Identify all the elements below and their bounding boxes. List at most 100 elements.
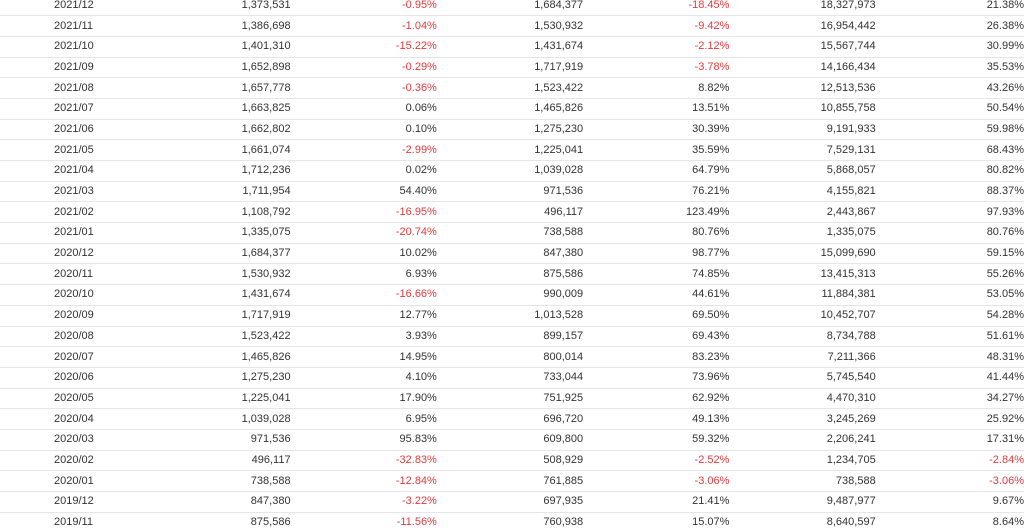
value-cell: 1,652,898 — [130, 57, 291, 79]
yoy-change-cell: 44.61% — [583, 284, 730, 306]
value-cell: 738,588 — [130, 470, 291, 492]
month-cell: 2021/01 — [0, 222, 131, 244]
yoy-change-cell: 13.51% — [583, 98, 730, 120]
value-cell: 1,662,802 — [130, 119, 291, 141]
cumulative-cell: 7,529,131 — [729, 139, 876, 161]
table-row: 2019/11 875,586 -11.56% 760,938 15.07% 8,640,… — [0, 512, 1024, 531]
table-row: 2021/09 1,652,898 -0.29% 1,717,919 -3.78% 14,… — [0, 57, 1024, 79]
value-cell: 496,117 — [130, 450, 291, 472]
cumulative-change-cell: 88.37% — [875, 181, 1024, 203]
cumulative-cell: 7,211,366 — [729, 346, 876, 368]
yoy-change-cell: 74.85% — [583, 263, 730, 286]
cumulative-change-cell: 54.28% — [875, 305, 1024, 327]
cumulative-change-cell: 35.53% — [875, 57, 1024, 79]
cumulative-change-cell: -3.06% — [875, 470, 1024, 492]
yoy-change-cell: 35.59% — [583, 139, 730, 161]
month-cell: 2021/06 — [0, 119, 131, 141]
month-cell: 2020/08 — [0, 326, 131, 348]
month-cell: 2021/05 — [0, 139, 131, 161]
cumulative-cell: 8,734,788 — [729, 326, 876, 348]
table-row: 2021/06 1,662,802 0.10% 1,275,230 30.39% 9,19… — [0, 119, 1024, 141]
cumulative-cell: 4,470,310 — [729, 388, 876, 410]
value-cell: 1,039,028 — [130, 408, 291, 430]
table-row: 2020/04 1,039,028 6.95% 696,720 49.13% 3,245,… — [0, 408, 1024, 430]
yoy-change-cell: 83.23% — [583, 346, 730, 368]
value-cell: 1,717,919 — [130, 305, 291, 327]
mom-change-cell: 10.02% — [290, 243, 437, 265]
prior-year-value-cell: 875,586 — [436, 263, 584, 286]
month-cell: 2020/04 — [0, 408, 131, 430]
mom-change-cell: -16.66% — [290, 284, 437, 306]
value-cell: 1,530,932 — [130, 263, 291, 286]
yoy-change-cell: 80.76% — [583, 222, 730, 244]
value-cell: 1,661,074 — [130, 139, 291, 161]
mom-change-cell: -0.29% — [290, 57, 437, 79]
table-row: 2020/03 971,536 95.83% 609,800 59.32% 2,206,2… — [0, 429, 1024, 451]
cumulative-cell: 5,745,540 — [729, 367, 876, 389]
mom-change-cell: -20.74% — [290, 222, 437, 244]
value-cell: 1,684,377 — [130, 243, 291, 265]
value-cell: 1,663,825 — [130, 98, 291, 120]
month-cell: 2020/03 — [0, 429, 131, 451]
prior-year-value-cell: 1,717,919 — [436, 57, 584, 79]
mom-change-cell: -32.83% — [290, 450, 437, 472]
prior-year-value-cell: 761,885 — [436, 470, 584, 492]
mom-change-cell: -3.22% — [290, 491, 437, 513]
cumulative-change-cell: 8.64% — [875, 512, 1024, 531]
mom-change-cell: 12.77% — [290, 305, 437, 327]
month-cell: 2021/10 — [0, 36, 131, 58]
cumulative-cell: 16,954,442 — [729, 15, 876, 37]
cumulative-change-cell: 34.27% — [875, 388, 1024, 410]
cumulative-cell: 9,487,977 — [729, 491, 876, 513]
table-row: 2021/12 1,373,531 -0.95% 1,684,377 -18.45% 18… — [0, 0, 1024, 17]
prior-year-value-cell: 733,044 — [436, 367, 584, 389]
mom-change-cell: -0.95% — [290, 0, 437, 17]
yoy-change-cell: 30.39% — [583, 119, 730, 141]
value-cell: 847,380 — [130, 491, 291, 513]
month-cell: 2020/07 — [0, 346, 131, 368]
yoy-change-cell: 73.96% — [583, 367, 730, 389]
month-cell: 2021/07 — [0, 98, 131, 120]
cumulative-cell: 13,415,313 — [729, 263, 876, 286]
table-row: 2020/01 738,588 -12.84% 761,885 -3.06% 738,58… — [0, 470, 1024, 492]
mom-change-cell: 3.93% — [290, 326, 437, 348]
prior-year-value-cell: 609,800 — [436, 429, 584, 451]
month-cell: 2021/11 — [0, 15, 131, 37]
cumulative-cell: 18,327,973 — [729, 0, 876, 17]
value-cell: 1,711,954 — [130, 181, 291, 203]
cumulative-change-cell: 55.26% — [875, 263, 1024, 286]
cumulative-cell: 2,206,241 — [729, 429, 876, 451]
cumulative-cell: 5,868,057 — [729, 160, 876, 182]
table-row: 2021/07 1,663,825 0.06% 1,465,826 13.51% 10,8… — [0, 98, 1024, 120]
mom-change-cell: 54.40% — [290, 181, 437, 203]
value-cell: 1,431,674 — [130, 284, 291, 306]
prior-year-value-cell: 751,925 — [436, 388, 584, 410]
cumulative-change-cell: 80.76% — [875, 222, 1024, 244]
cumulative-change-cell: 80.82% — [875, 160, 1024, 182]
month-cell: 2020/01 — [0, 470, 131, 492]
cumulative-change-cell: 50.54% — [875, 98, 1024, 120]
mom-change-cell: 0.06% — [290, 98, 437, 120]
mom-change-cell: 14.95% — [290, 346, 437, 368]
table-row: 2020/05 1,225,041 17.90% 751,925 62.92% 4,470… — [0, 388, 1024, 410]
value-cell: 1,386,698 — [130, 15, 291, 37]
prior-year-value-cell: 990,009 — [436, 284, 584, 306]
mom-change-cell: -1.04% — [290, 15, 437, 37]
yoy-change-cell: 64.79% — [583, 160, 730, 182]
yoy-change-cell: -2.12% — [583, 36, 730, 58]
table-row: 2021/05 1,661,074 -2.99% 1,225,041 35.59% 7,5… — [0, 139, 1024, 161]
yoy-change-cell: 8.82% — [583, 77, 730, 99]
prior-year-value-cell: 847,380 — [436, 243, 584, 265]
prior-year-value-cell: 1,225,041 — [436, 139, 584, 161]
prior-year-value-cell: 1,465,826 — [436, 98, 584, 120]
value-cell: 1,465,826 — [130, 346, 291, 368]
prior-year-value-cell: 1,039,028 — [436, 160, 584, 182]
cumulative-cell: 14,166,434 — [729, 57, 876, 79]
cumulative-cell: 9,191,933 — [729, 119, 876, 141]
cumulative-change-cell: 68.43% — [875, 139, 1024, 161]
month-cell: 2021/04 — [0, 160, 131, 182]
table-row: 2021/08 1,657,778 -0.36% 1,523,422 8.82% 12,5… — [0, 77, 1024, 99]
yoy-change-cell: 69.50% — [583, 305, 730, 327]
mom-change-cell: 95.83% — [290, 429, 437, 451]
